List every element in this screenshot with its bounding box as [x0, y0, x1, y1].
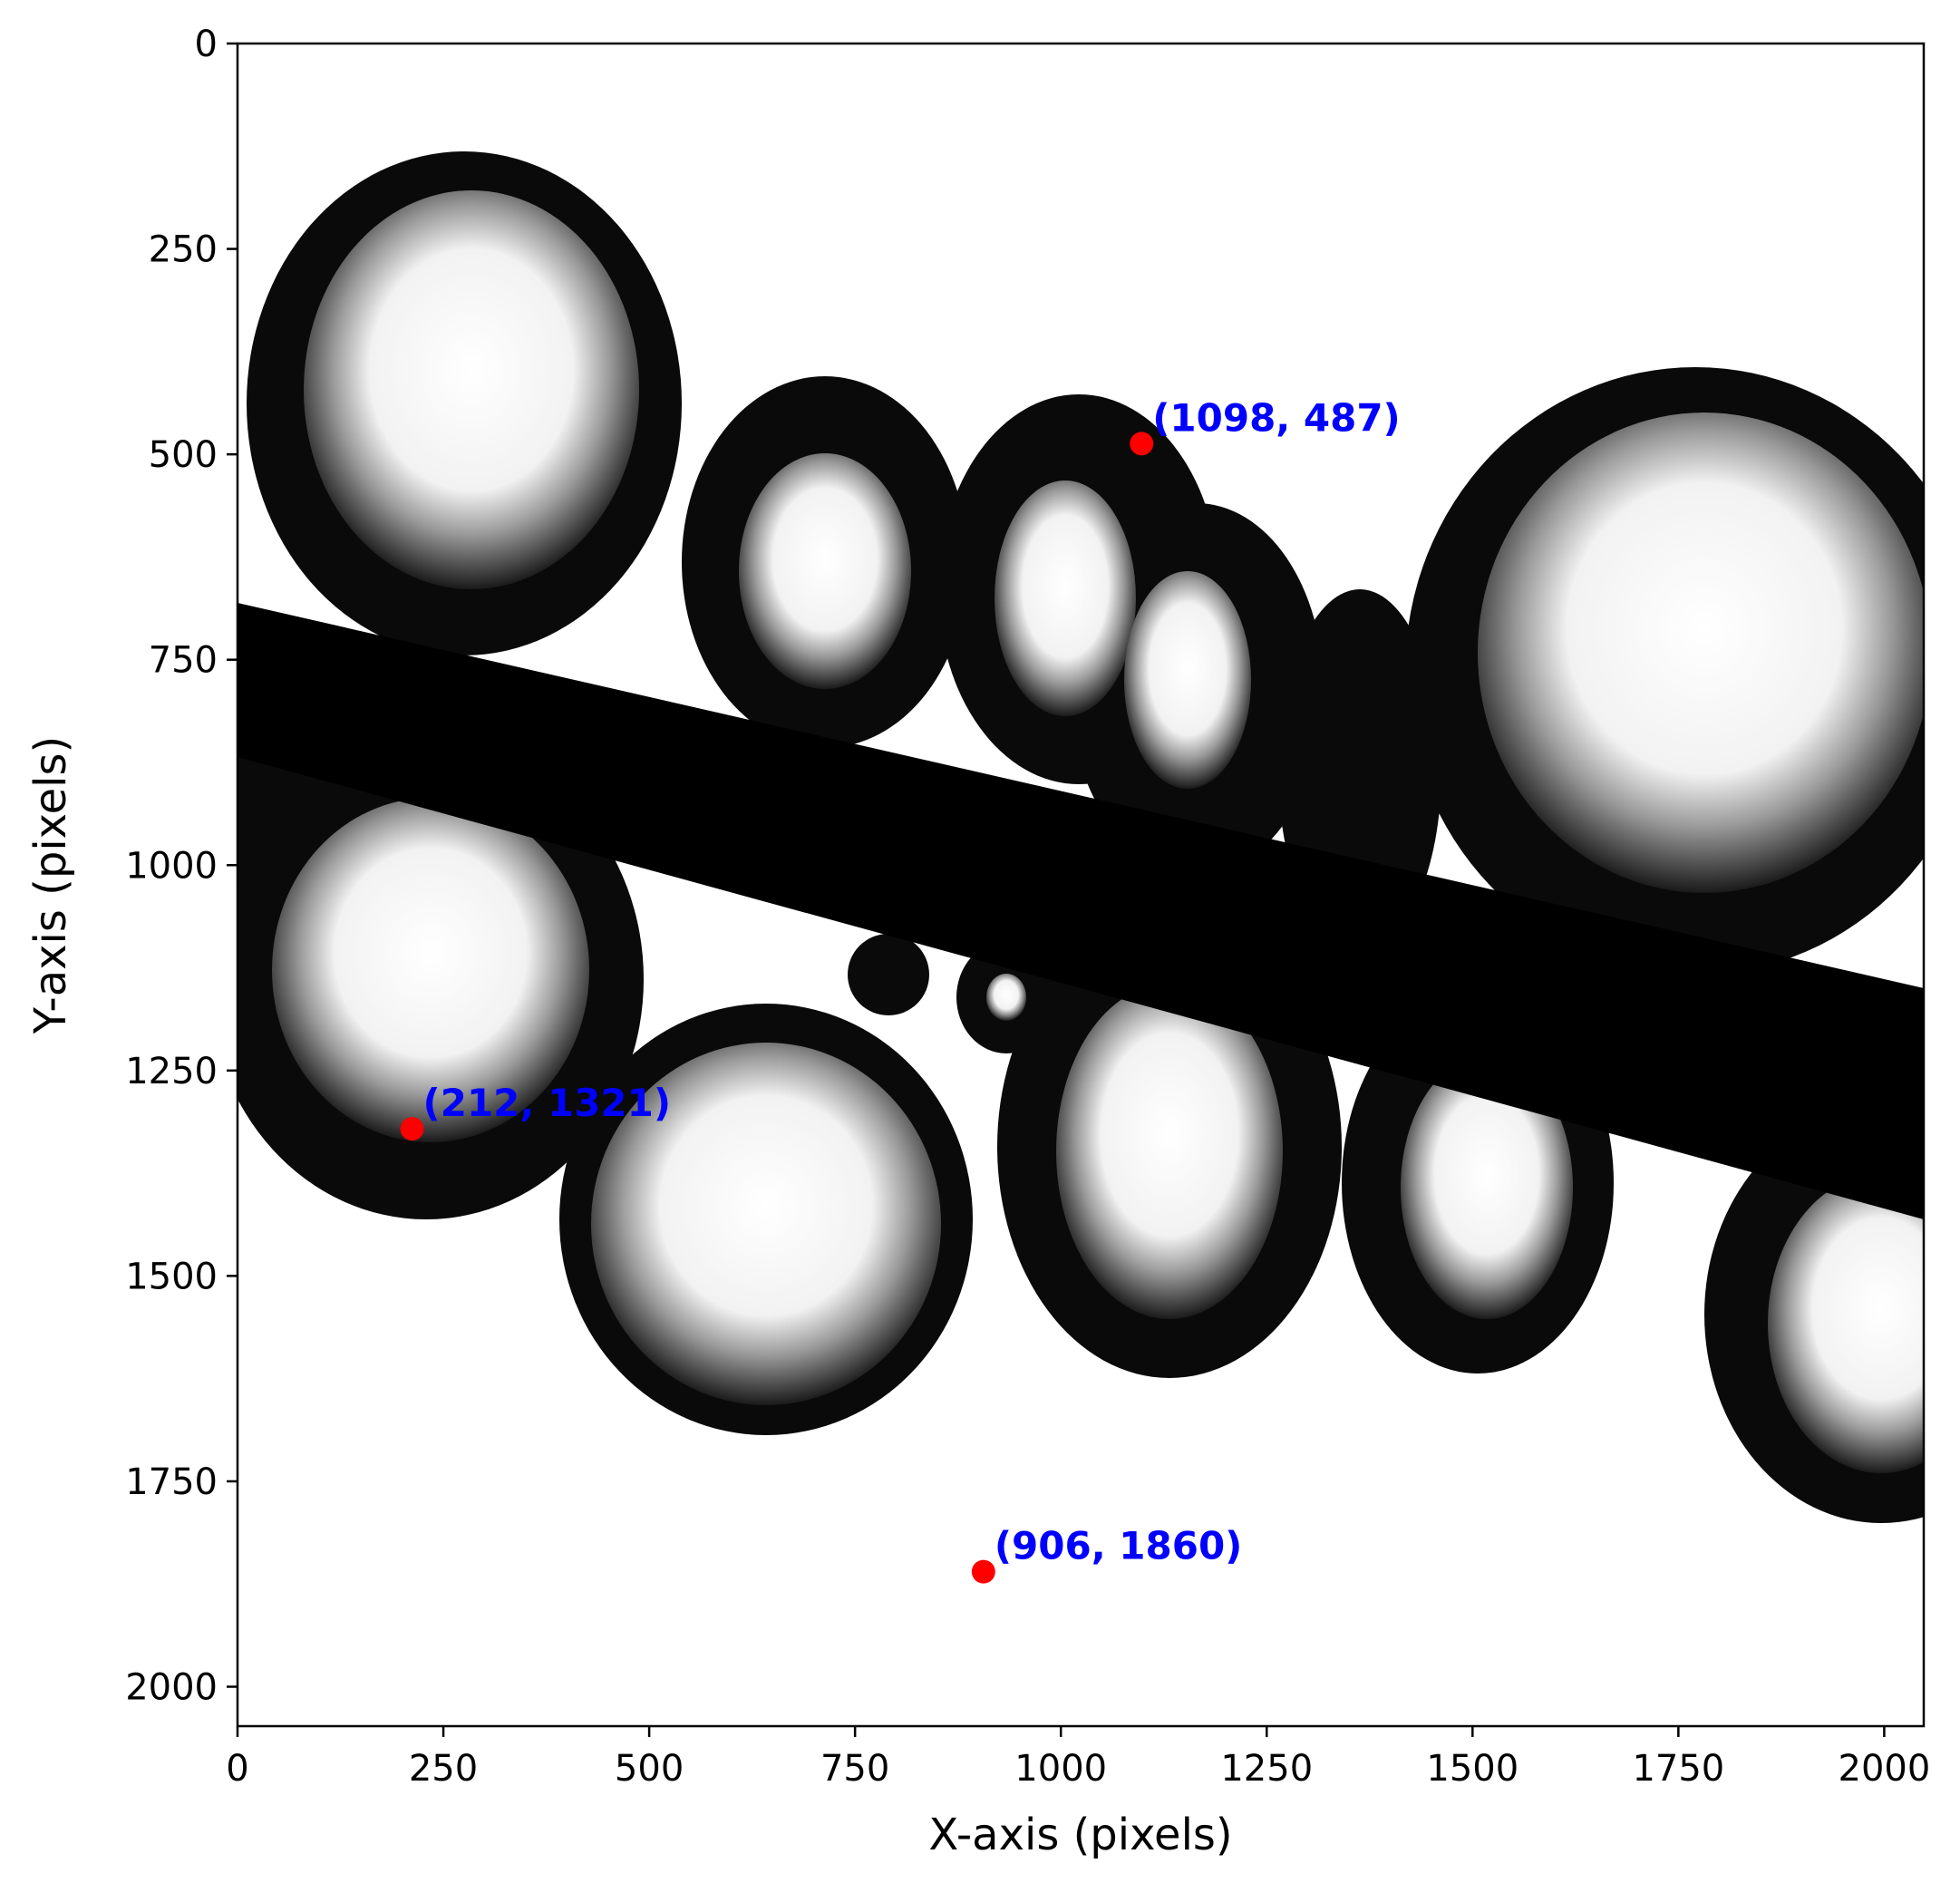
y-axis-label: Y-axis (pixels)	[25, 736, 76, 1034]
x-axis-label: X-axis (pixels)	[928, 1810, 1232, 1860]
x-tick-label: 1250	[1220, 1748, 1313, 1790]
y-tick-label: 500	[149, 434, 218, 476]
x-tick-label: 1750	[1632, 1748, 1724, 1790]
point-label: (906, 1860)	[995, 1524, 1243, 1568]
plot-area	[236, 42, 1926, 1728]
y-tick-label: 1250	[125, 1051, 218, 1092]
point-marker	[971, 1559, 995, 1584]
point-label: (212, 1321)	[423, 1081, 672, 1125]
x-tick-label: 750	[820, 1748, 889, 1790]
y-axis: 0 250 500 750 1000 1250 1500 1750 2000	[125, 24, 238, 1709]
y-tick-label: 2000	[125, 1667, 218, 1709]
x-tick-label: 500	[615, 1748, 684, 1790]
point-marker	[400, 1117, 424, 1141]
data-points: (1098, 487) (212, 1321) (906, 1860)	[400, 395, 1401, 1584]
y-tick-label: 250	[149, 229, 218, 271]
x-tick-label: 2000	[1839, 1748, 1931, 1790]
x-tick-label: 0	[226, 1748, 248, 1790]
point-marker	[1130, 432, 1154, 456]
y-tick-label: 1750	[125, 1461, 218, 1503]
x-tick-label: 250	[409, 1748, 478, 1790]
x-axis: 0 250 500 750 1000 1250 1500 1750 2000	[226, 1726, 1930, 1790]
y-tick-label: 1000	[125, 845, 218, 887]
x-tick-label: 1500	[1426, 1748, 1519, 1790]
background-image	[238, 44, 1924, 1726]
point-label: (1098, 487)	[1152, 395, 1401, 440]
x-tick-label: 1000	[1014, 1748, 1107, 1790]
y-tick-label: 0	[195, 24, 218, 65]
y-tick-label: 1500	[125, 1256, 218, 1297]
y-tick-label: 750	[149, 640, 218, 682]
